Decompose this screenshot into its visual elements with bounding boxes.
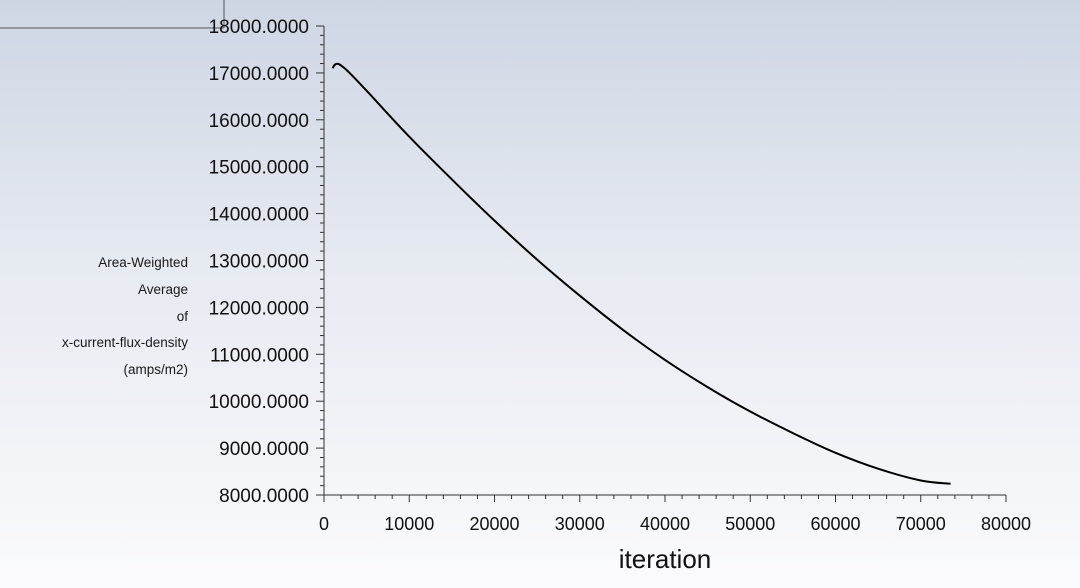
y-tick-label: 11000.0000 xyxy=(210,345,309,366)
legend-box-fragment xyxy=(0,0,225,29)
series-layer xyxy=(331,62,951,485)
y-tick-label: 14000.0000 xyxy=(209,205,309,226)
y-tick-label: 17000.0000 xyxy=(209,64,309,85)
x-tick-label: 40000 xyxy=(640,514,690,534)
x-axis-label: iteration xyxy=(618,544,712,574)
y-tick-label: 15000.0000 xyxy=(209,158,309,179)
x-tick-label: 70000 xyxy=(896,514,946,534)
y-tick-label: 16000.0000 xyxy=(209,111,309,132)
y-tick-label: 10000.0000 xyxy=(209,392,309,413)
x-tick-label: 10000 xyxy=(384,514,434,534)
x-tick-label: 60000 xyxy=(810,514,860,534)
y-tick-label: 9000.0000 xyxy=(219,439,309,460)
x-tick-label: 20000 xyxy=(469,514,519,534)
x-tick-label: 50000 xyxy=(725,514,775,534)
chart-axes xyxy=(323,26,1006,496)
x-tick-label: 30000 xyxy=(555,514,605,534)
x-tick-label: 0 xyxy=(319,514,329,534)
y-axis-label: Area-Weighted Average of x-current-flux-… xyxy=(20,250,188,384)
y-tick-label: 13000.0000 xyxy=(209,252,309,273)
y-tick-label: 12000.0000 xyxy=(209,298,309,319)
y-axis-label-line-4: x-current-flux-density xyxy=(61,335,188,351)
y-axis-label-line-1: Area-Weighted xyxy=(98,255,188,270)
y-axis-label-line-5: (amps/m2) xyxy=(123,362,188,378)
y-tick-label: 8000.0000 xyxy=(219,486,309,507)
series-line-1 xyxy=(331,62,951,485)
y-tick-label: 18000.0000 xyxy=(209,17,309,38)
x-axis-ticks: 0 10000 20000 30000 40000 50000 60000 70000 8000… xyxy=(319,495,1031,534)
y-axis-label-line-2: Average xyxy=(137,281,188,297)
x-tick-label: 80000 xyxy=(981,514,1031,534)
y-axis-label-line-3: of xyxy=(176,308,188,324)
y-axis-ticks: 8000.0000 9000.0000 10000.0000 11000.0000 12… xyxy=(209,17,324,507)
